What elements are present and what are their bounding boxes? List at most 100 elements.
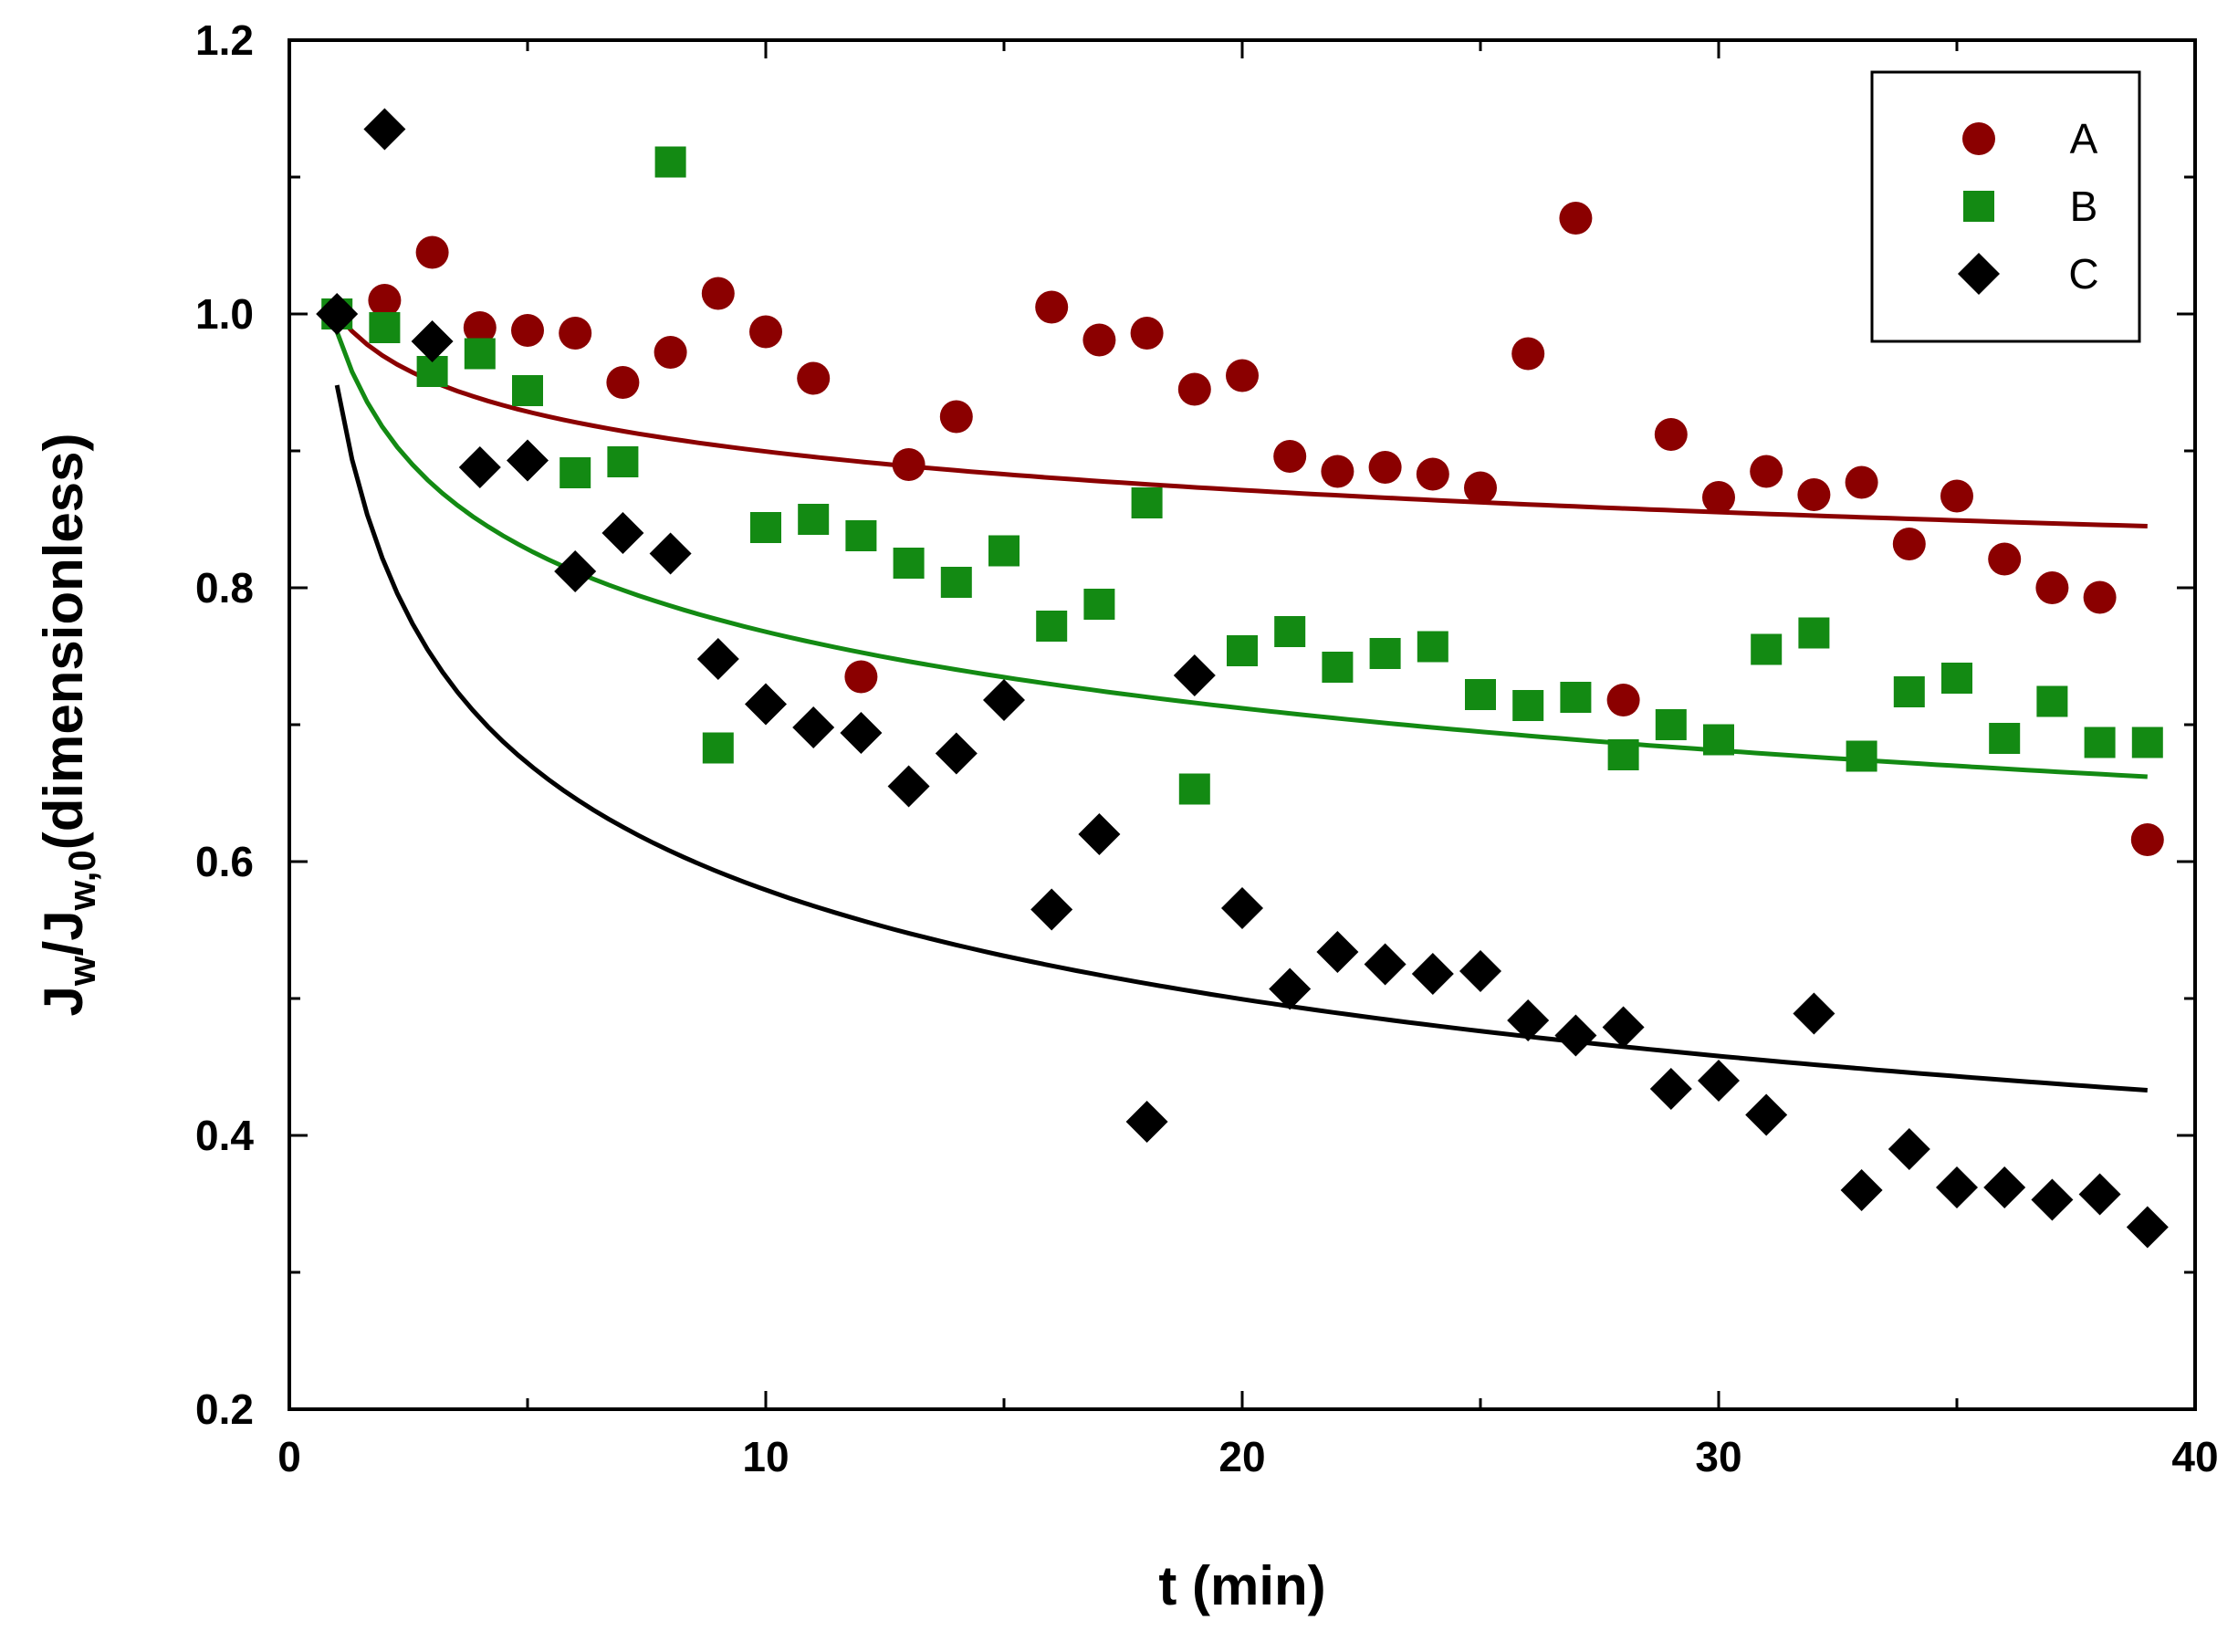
tick-labels: 0 10 20 30 40 0.2 0.4 0.6 0.8 1.0 1.2 xyxy=(195,16,2219,1480)
axis-ticks xyxy=(288,38,2197,1411)
data-point-b xyxy=(1131,487,1163,518)
data-point-c xyxy=(1554,1014,1597,1057)
data-point-a xyxy=(749,315,782,349)
data-point-a xyxy=(559,317,592,350)
data-point-a xyxy=(1559,202,1593,235)
data-point-a xyxy=(1321,455,1354,488)
data-point-a xyxy=(1940,479,1973,513)
data-point-c xyxy=(1411,953,1454,995)
data-point-c xyxy=(1649,1068,1692,1110)
data-point-c xyxy=(1221,887,1263,929)
data-point-b xyxy=(1036,611,1068,642)
data-point-b xyxy=(560,457,591,488)
y-tick-label: 0.6 xyxy=(195,838,254,885)
data-point-a xyxy=(1845,465,1878,499)
data-point-b xyxy=(2084,727,2116,758)
data-point-b xyxy=(1607,739,1639,770)
data-point-a xyxy=(844,660,878,694)
data-point-b xyxy=(2036,685,2068,717)
data-point-c xyxy=(1364,943,1407,986)
data-point-a xyxy=(892,448,926,481)
data-point-a xyxy=(1464,471,1497,505)
y-axis-title-part: J xyxy=(33,986,94,1016)
data-point-c xyxy=(411,320,454,362)
data-point-a xyxy=(2130,823,2164,856)
data-point-c xyxy=(1936,1166,1978,1208)
data-point-b xyxy=(1178,773,1210,805)
fit-curve-b xyxy=(334,330,2148,779)
data-point-b xyxy=(845,520,877,551)
data-point-b xyxy=(940,567,972,598)
data-point-c xyxy=(1173,654,1216,696)
data-point-b xyxy=(1083,589,1115,620)
data-point-c xyxy=(1459,950,1501,992)
data-point-a xyxy=(939,400,973,434)
data-point-b xyxy=(1227,635,1258,666)
data-point-b xyxy=(1322,652,1354,683)
data-point-b xyxy=(607,446,639,477)
data-point-a xyxy=(2035,571,2069,604)
data-point-b xyxy=(1560,682,1592,713)
x-tick-label: 10 xyxy=(742,1433,789,1480)
legend-box xyxy=(1870,70,2141,343)
data-point-c xyxy=(507,439,549,482)
data-point-c xyxy=(1888,1128,1930,1170)
data-point-b xyxy=(512,375,543,406)
data-point-c xyxy=(1983,1166,2026,1208)
data-point-a xyxy=(1035,290,1069,324)
y-axis-title-part: (dimensionless) xyxy=(33,433,94,850)
fit-curve-c xyxy=(334,384,2148,1093)
data-point-b xyxy=(2131,727,2163,758)
data-point-a xyxy=(1988,542,2022,576)
y-axis-title-subscript: w xyxy=(60,956,103,987)
data-point-b xyxy=(369,312,401,343)
data-point-b xyxy=(1751,633,1783,665)
data-point-a xyxy=(1654,418,1688,451)
x-tick-label: 0 xyxy=(277,1433,301,1480)
data-point-b xyxy=(702,732,734,764)
data-point-a xyxy=(797,361,831,395)
data-point-c xyxy=(887,765,930,808)
data-point-a xyxy=(1082,323,1116,357)
x-tick-label: 30 xyxy=(1695,1433,1741,1480)
data-point-c xyxy=(1269,967,1312,1010)
data-point-a xyxy=(1416,457,1449,491)
y-axis-title-subscript: w,0 xyxy=(60,850,103,911)
data-point-a xyxy=(463,311,497,344)
data-point-b xyxy=(1798,617,1830,649)
legend-label-a: A xyxy=(2070,115,2098,162)
data-point-c xyxy=(1316,931,1359,973)
data-point-a xyxy=(701,277,735,310)
data-point-b xyxy=(1369,638,1401,669)
data-point-b xyxy=(1417,631,1448,663)
data-point-a xyxy=(1892,528,1926,560)
data-point-a xyxy=(368,284,402,317)
data-point-c xyxy=(2031,1178,2074,1221)
data-point-b xyxy=(798,504,830,535)
data-point-a xyxy=(511,314,544,347)
data-point-a xyxy=(1226,359,1259,392)
data-point-c xyxy=(2078,1173,2121,1216)
data-point-a xyxy=(1273,440,1307,473)
legend: ABC xyxy=(1870,70,2141,343)
data-point-c xyxy=(1125,1101,1168,1143)
data-point-a xyxy=(2083,580,2117,614)
legend-marker-a xyxy=(1962,122,1995,155)
data-point-b xyxy=(988,535,1020,567)
data-point-c xyxy=(1698,1060,1740,1102)
data-point-c xyxy=(840,712,883,754)
fit-curves xyxy=(334,312,2148,1093)
data-point-c xyxy=(1602,1006,1645,1049)
data-point-c xyxy=(745,683,787,726)
y-tick-label: 0.2 xyxy=(195,1385,254,1433)
data-point-a xyxy=(1797,478,1831,511)
data-point-b xyxy=(1893,676,1925,707)
data-point-c xyxy=(649,532,692,575)
data-point-b xyxy=(1989,723,2021,754)
y-axis-title-part: /J xyxy=(33,910,94,956)
data-point-c xyxy=(554,550,597,592)
data-point-c xyxy=(696,638,739,680)
fit-curve-a xyxy=(335,312,2148,528)
data-point-a xyxy=(1702,481,1735,514)
legend-marker-c xyxy=(1958,253,2000,295)
